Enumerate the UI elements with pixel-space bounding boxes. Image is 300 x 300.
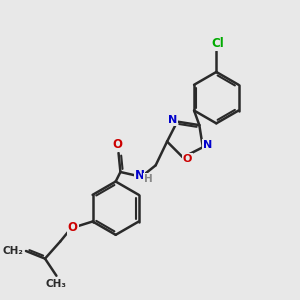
Text: CH₃: CH₃ [46,279,67,289]
Text: O: O [183,154,192,164]
Text: O: O [112,138,123,151]
Text: Cl: Cl [211,37,224,50]
Text: N: N [203,140,212,150]
Text: N: N [168,115,177,125]
Text: O: O [68,221,78,234]
Text: CH₂: CH₂ [2,246,23,256]
Text: H: H [144,174,152,184]
Text: N: N [134,169,145,182]
